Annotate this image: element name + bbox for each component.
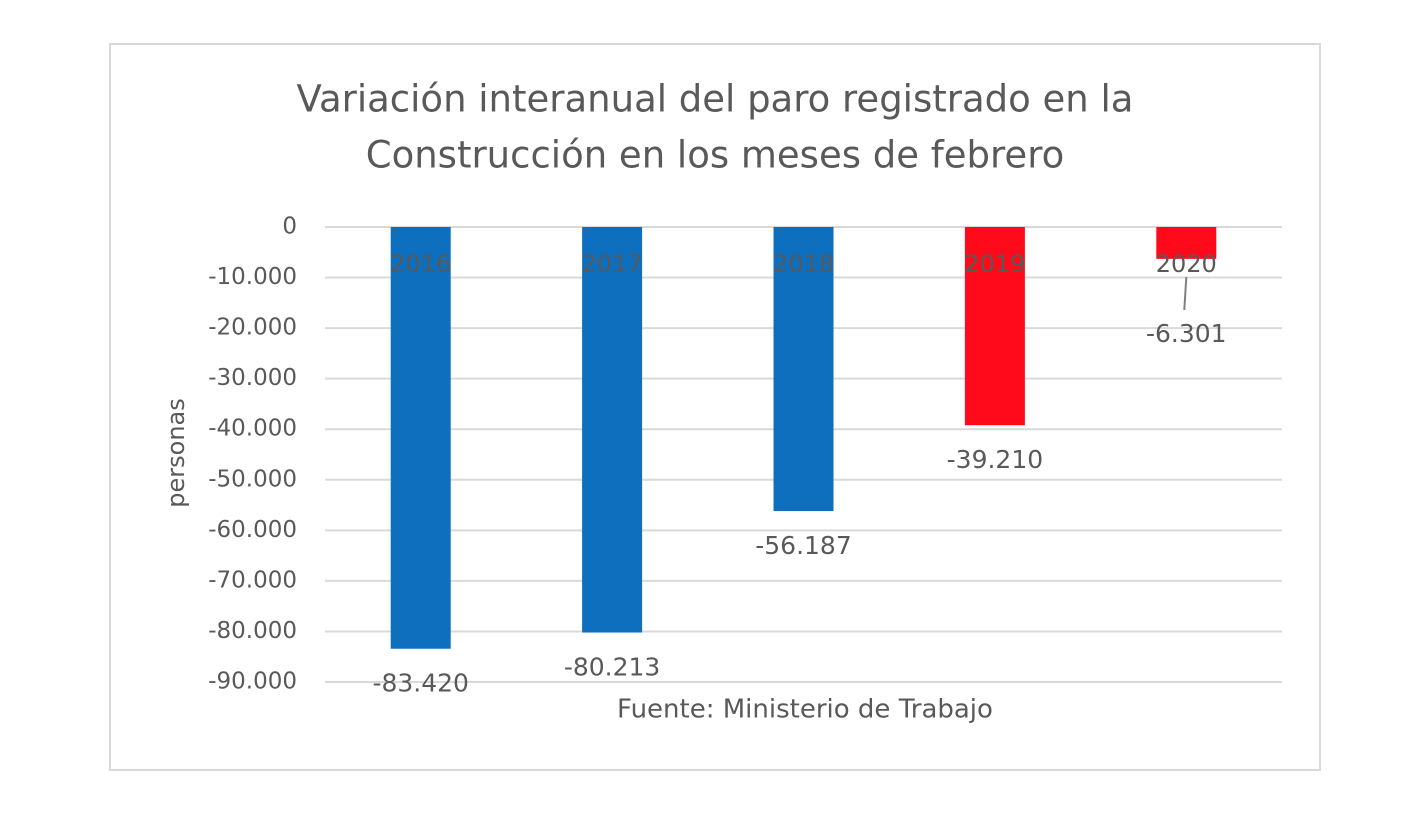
data-label: -6.301 <box>1146 319 1227 348</box>
y-tick-label: -80.000 <box>208 618 297 644</box>
bar <box>964 227 1025 426</box>
y-tick-label: -70.000 <box>208 567 297 593</box>
x-tick-label: 2020 <box>1156 250 1217 278</box>
chart-title: Variación interanual del paro registrado… <box>297 78 1134 121</box>
y-tick-label: -20.000 <box>208 315 297 341</box>
y-axis-label: personas <box>162 398 190 507</box>
bar <box>773 227 834 512</box>
data-label: -56.187 <box>755 531 852 560</box>
bar <box>390 227 451 649</box>
chart-frame <box>109 43 1321 771</box>
y-tick-label: -30.000 <box>208 365 297 391</box>
data-label: -80.213 <box>564 653 661 682</box>
y-tick-label: -60.000 <box>208 517 297 543</box>
data-label: -83.420 <box>372 669 469 698</box>
y-tick-label: -90.000 <box>208 669 297 695</box>
data-label: -39.210 <box>947 445 1044 474</box>
leader-line <box>1183 276 1188 311</box>
chart-title: Construcción en los meses de febrero <box>366 134 1064 177</box>
y-tick-label: -50.000 <box>208 466 297 492</box>
x-tick-label: 2016 <box>390 250 451 278</box>
x-tick-label: 2017 <box>582 250 643 278</box>
bar <box>582 227 643 633</box>
y-tick-label: -10.000 <box>208 264 297 290</box>
y-tick-label: -40.000 <box>208 416 297 442</box>
x-tick-label: 2018 <box>773 250 834 278</box>
x-tick-label: 2019 <box>964 250 1025 278</box>
bar <box>1156 227 1217 259</box>
annotation: Fuente: Ministerio de Trabajo <box>617 695 993 725</box>
y-tick-label: 0 <box>282 214 297 240</box>
